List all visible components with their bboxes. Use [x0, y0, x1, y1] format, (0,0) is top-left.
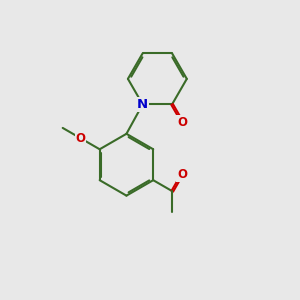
- Text: O: O: [177, 116, 188, 129]
- Text: O: O: [177, 168, 187, 181]
- Text: O: O: [76, 132, 85, 145]
- Text: N: N: [137, 98, 148, 111]
